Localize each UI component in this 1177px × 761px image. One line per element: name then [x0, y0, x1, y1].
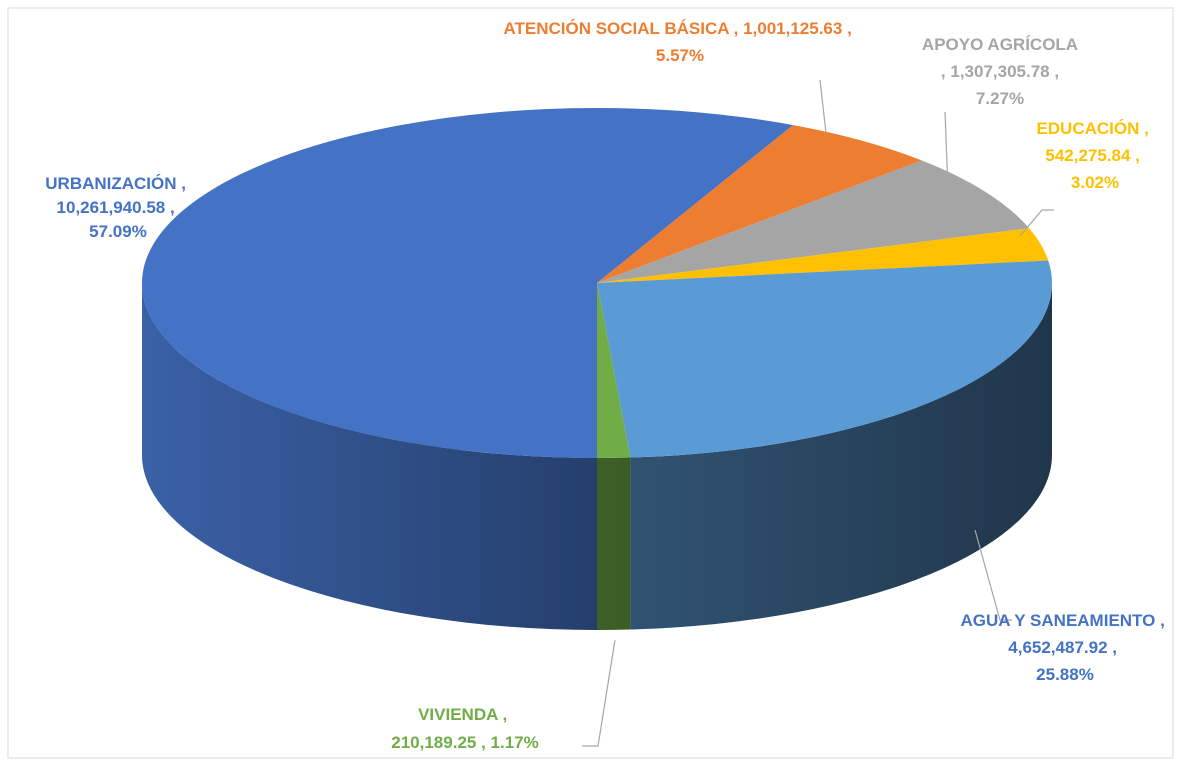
- label-part: 3.02%: [1071, 173, 1119, 192]
- label-part: ,: [165, 198, 179, 217]
- slice: [597, 283, 631, 458]
- label-part: ,: [936, 62, 950, 81]
- label-part: 542,275.84: [1045, 146, 1131, 165]
- label-part: 10,261,940.58: [57, 198, 166, 217]
- data-label: 542,275.84 ,: [1045, 146, 1144, 165]
- data-label: ATENCIÓN SOCIAL BÁSICA , 1,001,125.63 ,: [503, 19, 856, 38]
- label-part: URBANIZACIÓN: [45, 174, 176, 193]
- data-label: VIVIENDA ,: [418, 705, 512, 724]
- data-labels: URBANIZACIÓN , 10,261,940.58 , 57.09% ATE…: [45, 19, 1169, 752]
- slice: [597, 260, 1052, 458]
- slice: [597, 160, 1030, 283]
- data-label: , 1,307,305.78 ,: [936, 62, 1064, 81]
- label-part: ,: [1108, 638, 1122, 657]
- pie: [142, 108, 1052, 630]
- label-part: 1,001,125.63: [743, 19, 842, 38]
- data-label: 25.88%: [1036, 665, 1094, 684]
- label-part: APOYO AGRÍCOLA: [922, 35, 1078, 54]
- data-label: 210,189.25 , 1.17%: [391, 733, 538, 752]
- label-part: ,: [476, 733, 490, 752]
- data-label: 3.02%: [1071, 173, 1119, 192]
- data-label: 7.27%: [976, 89, 1024, 108]
- label-part: ,: [729, 19, 743, 38]
- data-label: APOYO AGRÍCOLA: [922, 35, 1078, 54]
- label-part: 1,307,305.78: [950, 62, 1049, 81]
- label-part: ,: [177, 174, 191, 193]
- leader-line: [819, 79, 827, 134]
- data-label: 10,261,940.58 ,: [57, 198, 180, 217]
- label-part: VIVIENDA: [418, 705, 498, 724]
- leader-line: [944, 111, 949, 191]
- label-part: ,: [1139, 119, 1153, 138]
- label-part: 1.17%: [491, 733, 539, 752]
- slice-side: [630, 283, 1052, 630]
- label-part: 5.57%: [656, 46, 704, 65]
- data-label: EDUCACIÓN ,: [1036, 119, 1153, 138]
- data-label: URBANIZACIÓN ,: [45, 174, 190, 193]
- label-part: 210,189.25: [391, 733, 476, 752]
- label-part: AGUA Y SANEAMIENTO: [960, 611, 1155, 630]
- label-part: EDUCACIÓN: [1036, 119, 1139, 138]
- label-part: ATENCIÓN SOCIAL BÁSICA: [503, 19, 729, 38]
- label-part: 25.88%: [1036, 665, 1094, 684]
- slice-side: [142, 283, 597, 630]
- leader-line: [1019, 209, 1054, 237]
- data-label: 4,652,487.92 ,: [1008, 638, 1121, 657]
- label-part: ,: [1130, 146, 1144, 165]
- data-label: 57.09%: [89, 222, 147, 241]
- label-part: ,: [1050, 62, 1064, 81]
- leader-line: [974, 529, 1012, 621]
- slice-side: [597, 457, 631, 630]
- label-part: 4,652,487.92: [1008, 638, 1107, 657]
- label-part: ,: [1155, 611, 1169, 630]
- slice: [597, 125, 922, 283]
- slice: [597, 228, 1049, 283]
- label-part: 7.27%: [976, 89, 1024, 108]
- label-part: ,: [498, 705, 512, 724]
- data-label: AGUA Y SANEAMIENTO ,: [960, 611, 1169, 630]
- data-label: 5.57%: [656, 46, 704, 65]
- label-part: ,: [842, 19, 856, 38]
- slice: [142, 108, 794, 459]
- label-part: 57.09%: [89, 222, 147, 241]
- leader-line: [582, 639, 616, 747]
